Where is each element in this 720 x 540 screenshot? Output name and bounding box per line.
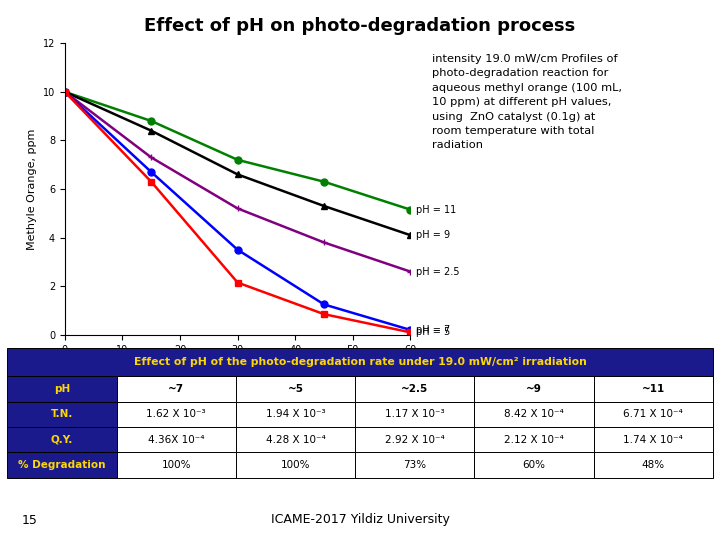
Text: pH = 9: pH = 9 bbox=[416, 230, 450, 240]
Text: ICAME-2017 Yildiz University: ICAME-2017 Yildiz University bbox=[271, 514, 449, 526]
Text: 1.17 X 10⁻³: 1.17 X 10⁻³ bbox=[385, 409, 444, 420]
Text: 2.12 X 10⁻⁴: 2.12 X 10⁻⁴ bbox=[504, 435, 564, 445]
Text: 4.36X 10⁻⁴: 4.36X 10⁻⁴ bbox=[148, 435, 204, 445]
Text: 1.62 X 10⁻³: 1.62 X 10⁻³ bbox=[146, 409, 206, 420]
Text: 8.42 X 10⁻⁴: 8.42 X 10⁻⁴ bbox=[504, 409, 564, 420]
Text: ~9: ~9 bbox=[526, 384, 542, 394]
Text: ~7: ~7 bbox=[168, 384, 184, 394]
Text: 15: 15 bbox=[22, 514, 37, 526]
X-axis label: Time of Irradiation, min.: Time of Irradiation, min. bbox=[171, 360, 305, 370]
Text: 4.28 X 10⁻⁴: 4.28 X 10⁻⁴ bbox=[266, 435, 325, 445]
Text: pH = 11: pH = 11 bbox=[416, 205, 456, 215]
Text: 1.74 X 10⁻⁴: 1.74 X 10⁻⁴ bbox=[624, 435, 683, 445]
Text: Effect of pH on photo-degradation process: Effect of pH on photo-degradation proces… bbox=[145, 17, 575, 35]
Text: Q.Y.: Q.Y. bbox=[50, 435, 73, 445]
Y-axis label: Methyle Orange, ppm: Methyle Orange, ppm bbox=[27, 129, 37, 249]
Text: intensity 19.0 mW/cm Profiles of
photo-degradation reaction for
aqueous methyl o: intensity 19.0 mW/cm Profiles of photo-d… bbox=[432, 54, 622, 151]
Text: 2.92 X 10⁻⁴: 2.92 X 10⁻⁴ bbox=[384, 435, 444, 445]
Text: pH = 2.5: pH = 2.5 bbox=[416, 267, 459, 276]
Text: 60%: 60% bbox=[523, 460, 546, 470]
Text: 100%: 100% bbox=[161, 460, 191, 470]
Text: 1.94 X 10⁻³: 1.94 X 10⁻³ bbox=[266, 409, 325, 420]
Text: 6.71 X 10⁻⁴: 6.71 X 10⁻⁴ bbox=[624, 409, 683, 420]
Text: 73%: 73% bbox=[403, 460, 426, 470]
Text: T.N.: T.N. bbox=[50, 409, 73, 420]
Text: ~2.5: ~2.5 bbox=[401, 384, 428, 394]
Text: pH: pH bbox=[54, 384, 70, 394]
Text: ~11: ~11 bbox=[642, 384, 665, 394]
Text: ~5: ~5 bbox=[287, 384, 303, 394]
Text: pH = 5: pH = 5 bbox=[416, 327, 451, 338]
Text: 100%: 100% bbox=[281, 460, 310, 470]
Text: % Degradation: % Degradation bbox=[18, 460, 106, 470]
Text: pH = 7: pH = 7 bbox=[416, 325, 451, 335]
Text: 48%: 48% bbox=[642, 460, 665, 470]
Text: Effect of pH of the photo-degradation rate under 19.0 mW/cm² irradiation: Effect of pH of the photo-degradation ra… bbox=[134, 357, 586, 367]
